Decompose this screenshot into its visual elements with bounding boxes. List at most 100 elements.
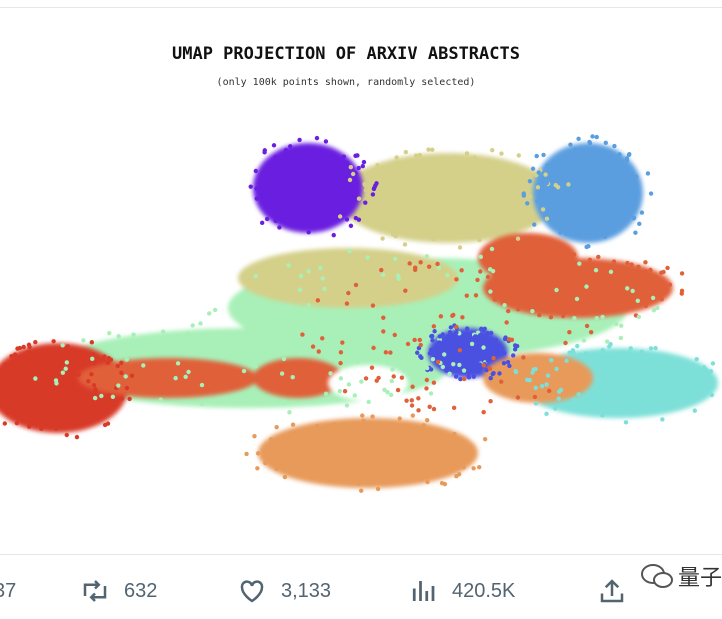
dot <box>160 329 166 334</box>
dot <box>434 191 440 196</box>
dot <box>502 350 507 356</box>
dot <box>388 350 393 355</box>
dot <box>572 156 578 162</box>
dot <box>481 409 486 415</box>
retweet-icon <box>83 580 107 602</box>
dot <box>660 417 665 422</box>
dot <box>262 150 267 155</box>
dot <box>341 154 347 159</box>
dot <box>366 399 371 405</box>
views-button[interactable]: 420.5K <box>408 568 515 614</box>
share-button[interactable] <box>597 568 627 614</box>
dot <box>402 209 407 214</box>
dot <box>416 165 421 170</box>
dot <box>601 302 606 307</box>
dot <box>613 195 619 201</box>
dot <box>533 366 538 372</box>
dot <box>401 167 406 172</box>
dot <box>338 360 343 366</box>
tweet-image[interactable]: UMAP PROJECTION OF ARXIV ABSTRACTS (only… <box>0 7 722 555</box>
dot <box>694 356 699 362</box>
dot <box>27 374 32 379</box>
cluster <box>533 143 643 243</box>
dot <box>456 472 462 477</box>
dot <box>363 188 369 193</box>
dot <box>274 466 279 471</box>
dot <box>604 154 610 160</box>
dot <box>375 486 381 492</box>
dot <box>543 186 548 192</box>
dot <box>346 173 351 179</box>
dot <box>144 337 149 342</box>
dot <box>593 268 599 273</box>
dot <box>446 354 451 360</box>
reply-button[interactable]: 37 <box>0 568 16 614</box>
dot <box>249 328 255 333</box>
dot <box>307 451 312 456</box>
dot <box>512 343 518 348</box>
dot <box>504 320 509 325</box>
dot <box>591 209 597 215</box>
dot <box>588 330 594 335</box>
dot <box>461 465 466 470</box>
dot <box>359 347 364 353</box>
dot <box>448 325 454 330</box>
dot <box>454 324 459 330</box>
dot <box>454 277 459 282</box>
dot <box>438 314 444 319</box>
dot <box>89 371 94 377</box>
dot <box>593 173 598 178</box>
dot <box>307 331 312 336</box>
dot <box>323 391 329 396</box>
dot <box>430 313 436 319</box>
dot <box>581 338 587 343</box>
dot <box>565 279 570 284</box>
dot <box>544 252 550 258</box>
dot <box>390 367 395 372</box>
dot <box>98 409 104 415</box>
dot <box>445 187 451 192</box>
dot <box>274 439 280 445</box>
dot <box>26 349 32 355</box>
dot <box>399 375 405 380</box>
dot <box>353 282 359 288</box>
dot <box>356 481 362 486</box>
dot <box>650 295 656 301</box>
dot <box>458 179 463 185</box>
dot <box>60 370 66 375</box>
dot <box>585 291 590 297</box>
dot <box>462 208 468 213</box>
dot <box>463 356 468 361</box>
dot <box>399 222 404 228</box>
dot <box>410 413 416 418</box>
dot <box>549 358 554 363</box>
dot <box>679 288 685 294</box>
dot <box>355 438 360 444</box>
dot <box>476 236 481 241</box>
dot <box>600 413 605 418</box>
dot <box>412 451 417 457</box>
dot <box>478 254 484 259</box>
dot <box>14 420 20 426</box>
dot <box>416 396 421 401</box>
dot <box>494 348 499 353</box>
dot <box>604 173 609 178</box>
dot <box>310 344 316 349</box>
dot <box>590 158 595 163</box>
dot <box>26 342 32 347</box>
dot <box>375 345 381 351</box>
dot <box>281 350 286 356</box>
retweet-button[interactable]: 632 <box>80 568 157 614</box>
dot <box>316 349 321 354</box>
dot <box>537 312 542 318</box>
dot <box>394 434 399 440</box>
dot <box>300 174 306 179</box>
dot <box>384 359 390 365</box>
like-button[interactable]: 3,133 <box>237 568 331 614</box>
dot <box>328 477 334 482</box>
dot <box>64 432 69 438</box>
dot <box>90 351 96 357</box>
dot <box>472 155 477 160</box>
dot <box>453 155 458 161</box>
dot <box>206 311 212 316</box>
